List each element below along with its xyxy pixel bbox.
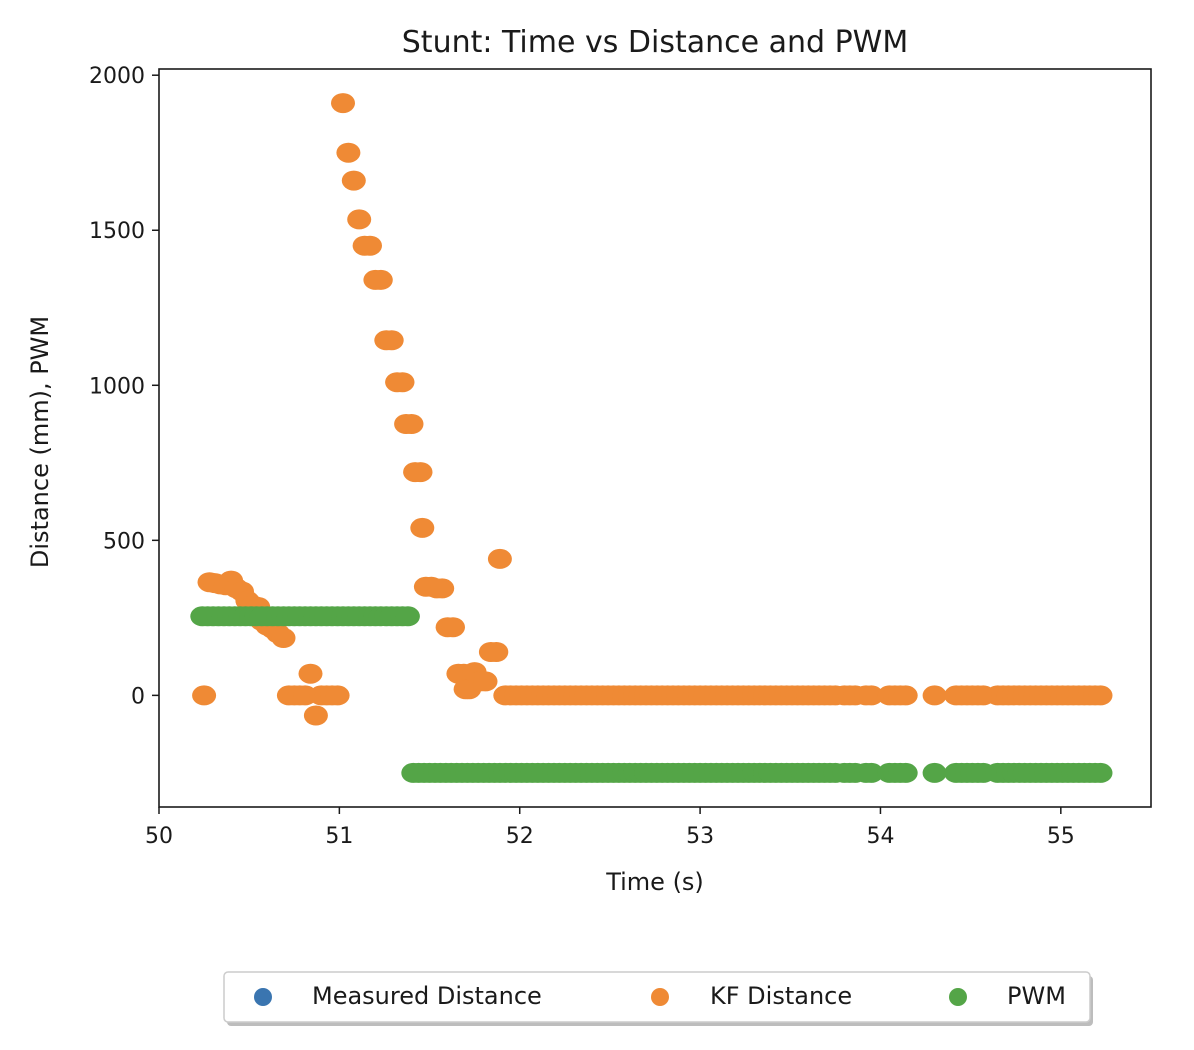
x-axis-label: Time (s) [605,868,704,896]
data-point [347,209,372,230]
data-point [441,617,465,638]
legend: Measured Distance KF Distance PWM [223,971,1093,1026]
data-point [1088,762,1113,783]
legend-label: Measured Distance [312,982,542,1010]
data-point [271,628,296,648]
x-axis: 50 51 52 53 54 55 [145,807,1075,849]
data-point [331,93,355,114]
series-pwm [190,606,1113,783]
data-point [325,685,350,706]
legend-label: PWM [1007,982,1066,1010]
x-tick-label: 51 [325,824,353,849]
data-point [298,663,323,684]
x-tick-label: 55 [1047,824,1075,849]
data-point [379,330,404,351]
y-tick-label: 1500 [89,219,145,244]
data-point [487,548,512,569]
legend-marker [254,988,272,1006]
data-point [341,170,366,191]
y-axis: 0 500 1000 1500 2000 [89,64,159,709]
chart-title: Stunt: Time vs Distance and PWM [402,25,908,60]
data-point [859,685,884,706]
legend-marker [949,988,967,1006]
data-point [395,606,420,627]
data-point [893,685,918,706]
data-point [336,142,361,163]
data-point [399,414,424,434]
data-point [922,685,947,706]
data-point [368,269,393,290]
data-point [473,671,498,692]
data-point [408,462,433,483]
series-kf-distance [192,93,1113,726]
plot-frame [158,68,1152,808]
plot-marks [190,93,1113,783]
y-tick-label: 0 [131,684,145,709]
y-axis-label: Distance (mm), PWM [26,316,54,568]
y-tick-label: 500 [103,529,145,554]
data-point [484,642,509,662]
data-point [192,685,217,706]
data-point [303,705,328,726]
y-tick-label: 1000 [89,374,145,399]
data-point [1088,685,1113,706]
x-tick-label: 52 [506,824,534,849]
legend-label: KF Distance [710,982,852,1010]
data-point [358,235,382,256]
data-point [430,578,455,599]
data-point [390,372,415,393]
data-point [893,762,918,783]
y-tick-label: 2000 [89,64,145,89]
data-point [859,762,884,783]
legend-marker [651,988,669,1006]
x-tick-label: 53 [686,824,714,849]
data-point [410,517,435,538]
x-tick-label: 54 [866,824,894,849]
data-point [922,762,947,783]
x-tick-label: 50 [145,824,173,849]
